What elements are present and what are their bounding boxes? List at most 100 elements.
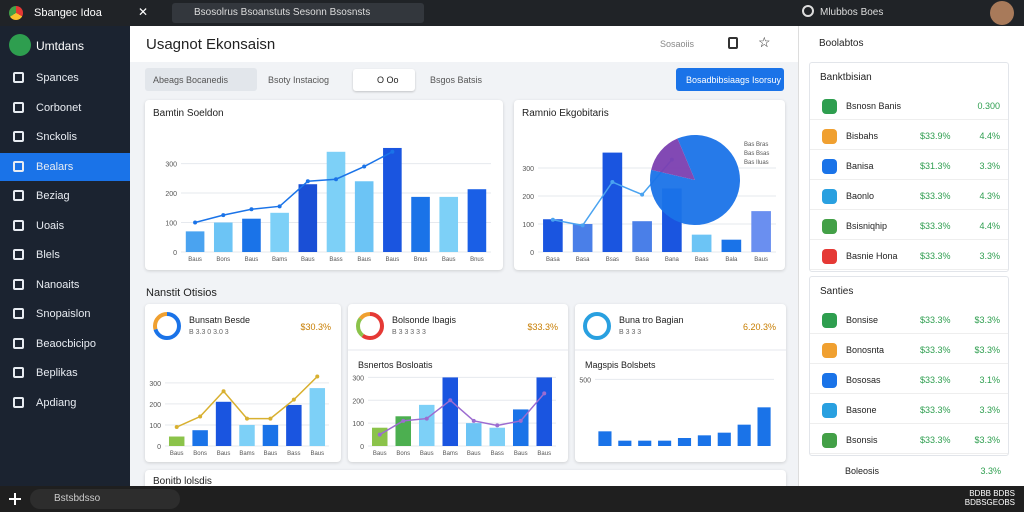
card-value: $30.3% (300, 322, 331, 332)
action-button[interactable]: Bosadbibsiaags Isorsuy (676, 68, 784, 91)
list-row[interactable]: Bonosnta $33.3% $3.3% (810, 337, 1008, 364)
address-bar[interactable]: Bsosolrus Bsoanstuts Sesonn Bsosnsts (172, 3, 424, 23)
row-icon (822, 189, 837, 204)
icon[interactable] (728, 37, 738, 49)
list-row[interactable]: Bsnosn Banis 0.300 (810, 93, 1008, 120)
bar (411, 196, 430, 252)
search[interactable]: Bstsbdsso (30, 489, 180, 509)
list-row[interactable]: Bonsise $33.3% $3.3% (810, 307, 1008, 334)
nav-label: Corbonet (36, 101, 82, 114)
donut-slice (583, 312, 611, 340)
line-point (249, 207, 254, 212)
time: BDBB BDBS (969, 489, 1015, 498)
chart-card: Bunsatn Besde B 3.3 0 3.0 3 $30.3% 0 100 200 3… (145, 304, 341, 462)
nav-item[interactable]: Bealars (0, 152, 130, 181)
profile-name[interactable]: Mlubbos Boes (820, 7, 884, 18)
nav-item[interactable]: Nanoaits (0, 271, 130, 299)
tab[interactable]: Bsoty Instaciog (268, 75, 330, 85)
icon[interactable] (802, 5, 814, 17)
row-name: Boleosis (845, 466, 880, 476)
row-value: $33.9% (920, 131, 951, 141)
filter[interactable]: Abeags Bocanedis (145, 68, 257, 91)
x-tick-label: Baus (442, 257, 456, 263)
chart: Bunsatn Besde B 3.3 0 3.0 3 $30.3% 0 100 200 3… (149, 312, 331, 457)
nav-icon (13, 367, 24, 378)
close-tab[interactable]: ✕ (138, 5, 149, 19)
line-point (518, 418, 523, 423)
line-point (448, 398, 453, 403)
list-row[interactable]: Bsisniqhip $33.3% 4.4% (810, 213, 1008, 240)
x-tick-label: Basa (635, 257, 649, 263)
avatar[interactable] (990, 1, 1014, 25)
x-tick-label: Baus (514, 451, 528, 457)
list-row[interactable]: Bsonsis $33.3% $3.3% (810, 427, 1008, 454)
nav-item[interactable]: Spances (0, 64, 130, 92)
y-tick-label: 200 (149, 402, 161, 409)
line-point (334, 177, 338, 182)
nav-item[interactable]: Snopaislon (0, 300, 130, 328)
x-tick-label: Baus (217, 451, 231, 457)
x-tick-label: Baas (695, 257, 709, 263)
nav-item[interactable]: Beaocbicipo (0, 330, 130, 358)
dropdown[interactable]: Boolabtos (819, 38, 864, 49)
row-value: $31.3% (920, 161, 951, 171)
list-row[interactable]: Basone $33.3% 3.3% (810, 397, 1008, 424)
nav-item[interactable]: Uoais (0, 212, 130, 240)
row-value: $33.3% (920, 251, 951, 261)
y-tick-label: 500 (579, 377, 591, 384)
row-icon (822, 159, 837, 174)
y-tick-label: 200 (522, 194, 534, 201)
list-row[interactable]: Basnie Hona $33.3% 3.3% (810, 243, 1008, 270)
search[interactable]: Sosaoiis (660, 39, 695, 49)
list-row[interactable]: Baonlo $33.3% 4.3% (810, 183, 1008, 210)
card-subtitle: B 3 3 3 3 3 (392, 329, 426, 336)
y-tick-label: 100 (165, 221, 177, 228)
x-tick-label: Baus (245, 257, 259, 263)
x-tick-label: Baus (301, 257, 315, 263)
row-value: $33.3% (920, 405, 951, 415)
card-subtitle: B 3 3 3 (619, 329, 641, 336)
nav-item[interactable]: Beziag (0, 182, 130, 210)
line-point (305, 179, 310, 184)
start[interactable] (9, 493, 21, 505)
nav-item[interactable]: Snckolis (0, 123, 130, 151)
browser-bar: Sbangec Idoa ✕ Bsosolrus Bsoanstuts Seso… (0, 0, 1024, 26)
bar (298, 184, 318, 252)
legend-label: Bas Bras (744, 142, 768, 148)
nav-icon (13, 160, 24, 172)
x-tick-label: Bass (287, 451, 300, 457)
bar (677, 438, 692, 446)
line-point (277, 204, 282, 209)
line-point (245, 416, 249, 421)
nav-item[interactable]: Corbonet (0, 94, 130, 122)
y-tick-label: 0 (173, 250, 177, 257)
bar (326, 151, 346, 252)
nav-item[interactable]: Beplikas (0, 359, 130, 387)
list-row[interactable]: Banisa $31.3% 3.3% (810, 153, 1008, 180)
brand-logo (9, 34, 31, 56)
nav-item[interactable]: Blels (0, 241, 130, 269)
nav-item[interactable]: Apdiang (0, 389, 130, 417)
row-change: $3.3% (974, 435, 1000, 445)
line-point (362, 164, 367, 169)
nav-label: Beaocbicipo (36, 337, 96, 350)
row-change: 4.3% (979, 191, 1000, 201)
bar (751, 211, 771, 252)
row-value: $33.3% (920, 435, 951, 445)
nav-icon (13, 308, 24, 319)
browser-logo (9, 6, 23, 20)
bar (717, 432, 731, 446)
tab[interactable]: Bsgos Batsis (430, 75, 483, 85)
nav-icon (13, 219, 24, 231)
nav-label: Nanoaits (36, 278, 80, 291)
row-change: $3.3% (974, 345, 1000, 355)
toggle[interactable]: O Oo (353, 69, 415, 91)
list-row[interactable]: Bososas $33.3% 3.1% (810, 367, 1008, 394)
line-point (580, 223, 585, 228)
star[interactable]: ☆ (758, 34, 771, 50)
x-tick-label: Baus (357, 257, 371, 263)
tab-title[interactable]: Sbangec Idoa (34, 7, 102, 19)
list-row[interactable]: Bisbahs $33.9% 4.4% (810, 123, 1008, 150)
card-subtitle: B 3.3 0 3.0 3 (189, 329, 229, 336)
